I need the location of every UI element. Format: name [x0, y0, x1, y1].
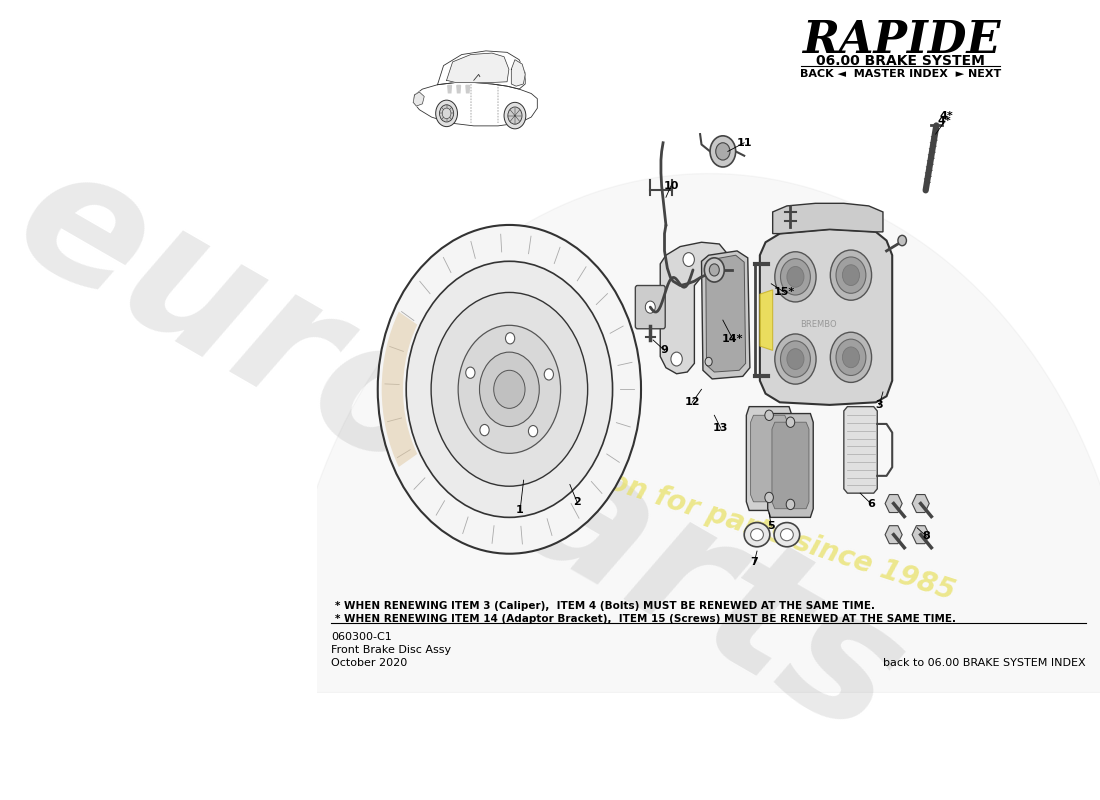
Polygon shape — [912, 526, 930, 544]
Circle shape — [764, 492, 773, 502]
Text: 9: 9 — [661, 346, 669, 355]
Polygon shape — [448, 86, 451, 93]
Polygon shape — [772, 422, 808, 509]
Circle shape — [705, 262, 712, 270]
Ellipse shape — [781, 258, 811, 295]
Text: 11: 11 — [737, 138, 752, 148]
Circle shape — [508, 107, 522, 124]
Text: 13: 13 — [713, 423, 728, 434]
Ellipse shape — [830, 332, 871, 382]
Circle shape — [898, 235, 906, 246]
FancyBboxPatch shape — [636, 286, 666, 329]
Ellipse shape — [528, 426, 538, 437]
Polygon shape — [466, 86, 470, 93]
Text: back to 06.00 BRAKE SYSTEM INDEX: back to 06.00 BRAKE SYSTEM INDEX — [883, 658, 1086, 667]
Circle shape — [764, 410, 773, 421]
Polygon shape — [438, 51, 525, 89]
Text: October 2020: October 2020 — [331, 658, 408, 667]
Ellipse shape — [786, 266, 804, 287]
Text: 06.00 BRAKE SYSTEM: 06.00 BRAKE SYSTEM — [816, 54, 986, 68]
Polygon shape — [886, 526, 902, 544]
Circle shape — [646, 301, 656, 313]
Ellipse shape — [836, 257, 866, 294]
Ellipse shape — [458, 326, 561, 454]
Text: euroParts: euroParts — [0, 126, 932, 774]
Polygon shape — [660, 242, 726, 374]
Ellipse shape — [750, 529, 763, 541]
Polygon shape — [512, 60, 525, 86]
Polygon shape — [760, 230, 892, 405]
Text: 4*: 4* — [938, 116, 952, 126]
Ellipse shape — [480, 425, 490, 436]
Circle shape — [716, 142, 730, 160]
Ellipse shape — [843, 265, 859, 286]
Ellipse shape — [774, 334, 816, 384]
Text: RAPIDE: RAPIDE — [802, 19, 1000, 62]
Circle shape — [786, 499, 794, 510]
Text: 8: 8 — [923, 531, 931, 542]
Circle shape — [436, 100, 458, 126]
Polygon shape — [414, 82, 537, 126]
Text: * WHEN RENEWING ITEM 14 (Adaptor Bracket),  ITEM 15 (Screws) MUST BE RENEWED AT : * WHEN RENEWING ITEM 14 (Adaptor Bracket… — [336, 614, 956, 624]
Circle shape — [671, 352, 682, 366]
Polygon shape — [746, 406, 792, 510]
Circle shape — [710, 264, 719, 276]
Polygon shape — [760, 290, 772, 350]
Text: 6: 6 — [867, 498, 875, 509]
Wedge shape — [382, 312, 417, 467]
Ellipse shape — [406, 262, 613, 518]
Polygon shape — [886, 494, 902, 513]
Polygon shape — [456, 86, 461, 93]
Circle shape — [683, 253, 694, 266]
Ellipse shape — [544, 369, 553, 380]
Ellipse shape — [781, 529, 793, 541]
Ellipse shape — [774, 522, 800, 546]
Text: 12: 12 — [684, 398, 700, 407]
Text: 3: 3 — [876, 400, 883, 410]
Polygon shape — [706, 255, 746, 372]
Ellipse shape — [465, 367, 475, 378]
Text: 4*: 4* — [939, 111, 954, 121]
Text: 060300-C1: 060300-C1 — [331, 631, 393, 642]
Text: 10: 10 — [663, 181, 679, 191]
Polygon shape — [750, 415, 788, 502]
Polygon shape — [768, 414, 813, 518]
Polygon shape — [772, 203, 883, 234]
Text: BREMBO: BREMBO — [801, 320, 837, 329]
Circle shape — [504, 102, 526, 129]
Text: * WHEN RENEWING ITEM 3 (Caliper),  ITEM 4 (Bolts) MUST BE RENEWED AT THE SAME TI: * WHEN RENEWING ITEM 3 (Caliper), ITEM 4… — [336, 602, 874, 611]
Ellipse shape — [843, 347, 859, 368]
Polygon shape — [844, 406, 878, 493]
Ellipse shape — [377, 225, 641, 554]
Ellipse shape — [494, 370, 525, 408]
Circle shape — [442, 108, 451, 118]
Ellipse shape — [506, 333, 515, 344]
Text: Front Brake Disc Assy: Front Brake Disc Assy — [331, 645, 452, 654]
Text: 5: 5 — [768, 521, 776, 531]
Polygon shape — [447, 53, 509, 82]
Circle shape — [440, 105, 453, 122]
Ellipse shape — [786, 349, 804, 370]
Polygon shape — [414, 92, 425, 106]
Circle shape — [786, 417, 794, 427]
Ellipse shape — [781, 341, 811, 378]
Text: 7: 7 — [750, 558, 758, 567]
Polygon shape — [702, 251, 750, 379]
Ellipse shape — [830, 250, 871, 300]
Text: BACK ◄  MASTER INDEX  ► NEXT: BACK ◄ MASTER INDEX ► NEXT — [800, 70, 1001, 79]
Text: 1: 1 — [516, 506, 524, 515]
Text: 2: 2 — [573, 497, 581, 507]
Circle shape — [710, 136, 736, 167]
Ellipse shape — [431, 293, 587, 486]
Circle shape — [704, 258, 724, 282]
Ellipse shape — [774, 252, 816, 302]
Ellipse shape — [745, 522, 770, 546]
Circle shape — [705, 358, 712, 366]
Text: 14*: 14* — [722, 334, 744, 344]
Ellipse shape — [836, 339, 866, 375]
Ellipse shape — [480, 352, 539, 426]
Polygon shape — [912, 494, 930, 513]
Text: 15*: 15* — [774, 287, 795, 298]
Text: a passion for parts since 1985: a passion for parts since 1985 — [502, 433, 959, 606]
